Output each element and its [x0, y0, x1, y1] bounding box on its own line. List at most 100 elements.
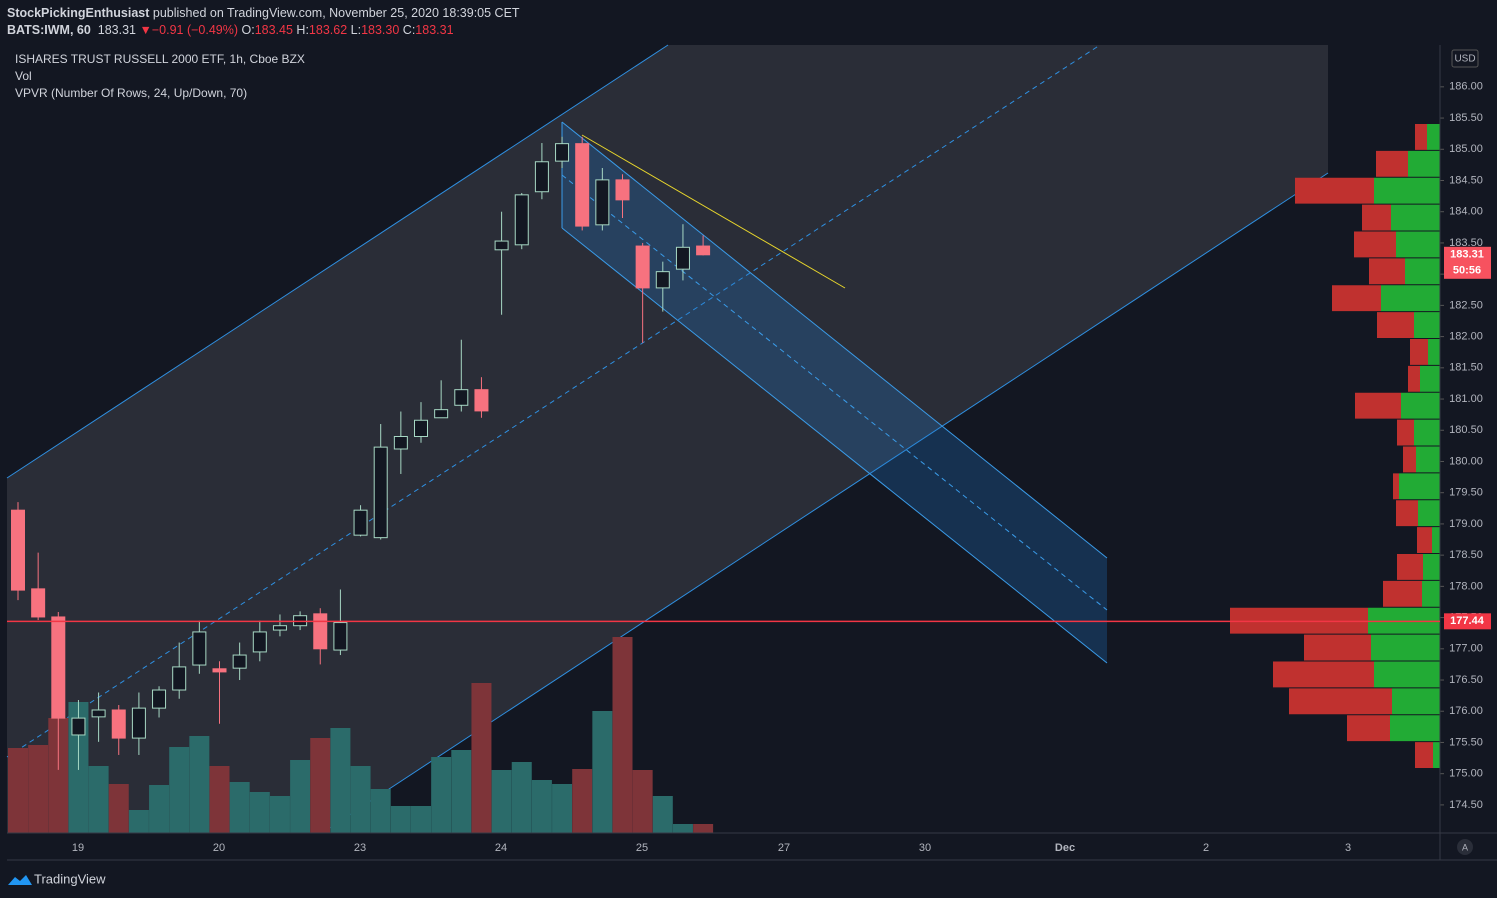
- x-tick-label: 2: [1203, 842, 1209, 854]
- volume-bar: [310, 738, 331, 833]
- vpvr-up: [1433, 742, 1440, 768]
- volume-bar: [108, 784, 129, 833]
- vpvr-up: [1371, 634, 1440, 661]
- candle-body: [252, 631, 267, 653]
- volume-bar: [572, 769, 593, 833]
- header: StockPickingEnthusiast published on Trad…: [7, 5, 520, 39]
- candle-body: [232, 654, 247, 669]
- publisher: StockPickingEnthusiast: [7, 6, 150, 20]
- volume-bar: [350, 766, 371, 833]
- currency-box[interactable]: [1451, 49, 1479, 68]
- volume-bar: [269, 796, 290, 833]
- volume-bar: [531, 780, 552, 833]
- vpvr-up: [1414, 419, 1440, 446]
- vpvr-down: [1393, 473, 1399, 500]
- y-tick-label: 180.50: [1449, 424, 1483, 436]
- volume-bar: [88, 766, 109, 833]
- vpvr-down: [1362, 204, 1391, 231]
- volume-bar: [471, 683, 492, 833]
- x-tick-label: 24: [495, 842, 507, 854]
- vpvr-down: [1415, 124, 1427, 150]
- y-tick-label: 178.50: [1449, 549, 1483, 561]
- volume-bar: [552, 784, 573, 833]
- vpvr-up: [1422, 580, 1440, 607]
- candle-body: [414, 419, 428, 438]
- y-tick-label: 182.00: [1449, 331, 1483, 343]
- published: published on TradingView.com, November 2…: [152, 6, 520, 20]
- y-tick-label: 176.50: [1449, 674, 1483, 686]
- vpvr-up: [1396, 231, 1440, 258]
- last-price: 183.31: [1450, 249, 1484, 261]
- candle-body: [595, 179, 610, 226]
- vpvr-up: [1408, 150, 1440, 177]
- vpvr-up: [1374, 177, 1440, 204]
- vpvr-down: [1347, 715, 1390, 742]
- volume-bar: [431, 757, 452, 833]
- volume-bar: [652, 796, 673, 833]
- x-tick-label: 19: [72, 842, 84, 854]
- symbol: BATS:IWM, 60: [7, 23, 91, 37]
- logo: [8, 875, 32, 885]
- volume-bar: [491, 770, 512, 833]
- volume-bar: [451, 750, 472, 833]
- regression-fill: [562, 122, 1107, 663]
- o-label: O:: [241, 23, 255, 37]
- volume-bar: [592, 711, 613, 833]
- volume-bar: [632, 770, 653, 833]
- vpvr-down: [1408, 365, 1420, 392]
- vpvr-up: [1414, 312, 1440, 338]
- candle-body: [131, 707, 146, 739]
- candle-body: [353, 509, 368, 536]
- regression-lower: [561, 227, 1108, 664]
- volume-bar: [511, 762, 532, 833]
- candle-body: [71, 717, 86, 736]
- vpvr-up: [1427, 124, 1440, 150]
- y-tick-label: 186.00: [1449, 81, 1483, 93]
- vpvr-down: [1377, 312, 1414, 338]
- y-tick-label: 179.00: [1449, 518, 1483, 530]
- h: 183.62: [308, 23, 348, 37]
- legend-vpvr: VPVR (Number Of Rows, 24, Up/Down, 70): [15, 86, 247, 100]
- candle-body: [111, 709, 126, 739]
- y-tick-label: 183.50: [1449, 237, 1483, 249]
- y-tick-label: 182.50: [1449, 299, 1483, 311]
- arrow: ▼: [139, 23, 152, 37]
- vpvr-down: [1397, 419, 1414, 446]
- auto-label: A: [1462, 842, 1468, 852]
- vpvr-up: [1392, 688, 1440, 715]
- auto-button[interactable]: [1457, 839, 1473, 855]
- candle-body: [172, 666, 187, 691]
- candle-body: [152, 689, 167, 709]
- hline-label-bg: [1444, 613, 1491, 630]
- vpvr-down: [1410, 339, 1428, 365]
- vpvr-up: [1416, 446, 1440, 473]
- candle-body: [615, 179, 630, 201]
- volume-bar: [370, 789, 391, 833]
- countdown: 50:56: [1453, 265, 1481, 277]
- volume-bar: [411, 806, 431, 833]
- volume-bar: [169, 747, 190, 833]
- volume-bar: [128, 810, 149, 833]
- candle-body: [11, 509, 25, 591]
- h-label: H:: [296, 23, 309, 37]
- vpvr-down: [1417, 527, 1432, 553]
- vpvr-up: [1374, 661, 1440, 688]
- last-price-bg: [1444, 246, 1491, 279]
- regression-upper: [561, 121, 1108, 559]
- o: 183.45: [254, 23, 293, 37]
- candle-body: [51, 616, 66, 719]
- vpvr-down: [1332, 285, 1381, 312]
- volume-bar: [28, 745, 49, 833]
- vpvr-down: [1289, 688, 1392, 715]
- candle-body: [91, 709, 106, 718]
- candle-body: [555, 143, 570, 162]
- candle-body: [393, 436, 408, 450]
- x-tick-label: 20: [213, 842, 225, 854]
- volume-bar: [149, 785, 170, 833]
- trend-line: [581, 134, 846, 289]
- hline-label: 177.44: [1450, 615, 1485, 627]
- y-tick-label: 178.00: [1449, 580, 1483, 592]
- l-label: L:: [350, 23, 362, 37]
- candle-body: [675, 246, 690, 270]
- y-tick-label: 184.50: [1449, 174, 1483, 186]
